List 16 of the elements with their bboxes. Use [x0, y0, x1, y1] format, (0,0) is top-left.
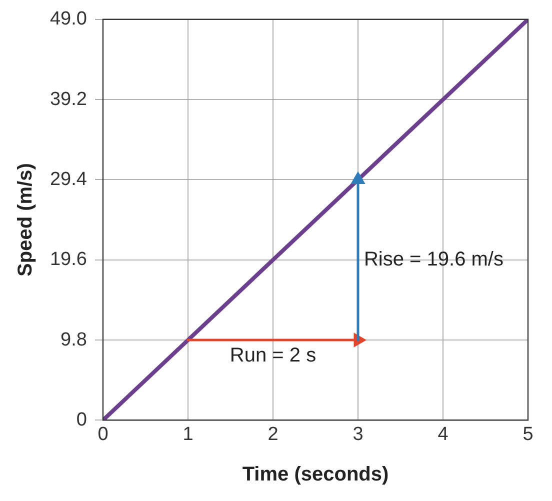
x-tick-label: 3	[352, 424, 364, 445]
y-tick-label: 0	[76, 409, 87, 430]
y-tick-label: 19.6	[50, 249, 87, 270]
y-tick-label: 29.4	[50, 168, 88, 190]
x-tick-label: 0	[98, 424, 108, 445]
annotation: Rise = 19.6 m/s	[364, 248, 504, 270]
y-tick-label: 39.2	[50, 88, 87, 110]
x-axis-title: Time (seconds)	[242, 464, 389, 486]
x-tick-label: 4	[438, 424, 449, 445]
y-tick-label: 49.0	[50, 8, 87, 30]
x-tick-label: 2	[268, 424, 278, 445]
annotation: Run = 2 s	[230, 344, 316, 367]
y-tick-label: 9.8	[60, 329, 87, 350]
y-axis-title: Speed (m/s)	[14, 163, 37, 276]
x-tick-label: 1	[182, 424, 194, 445]
x-tick-label: 5	[522, 424, 534, 445]
